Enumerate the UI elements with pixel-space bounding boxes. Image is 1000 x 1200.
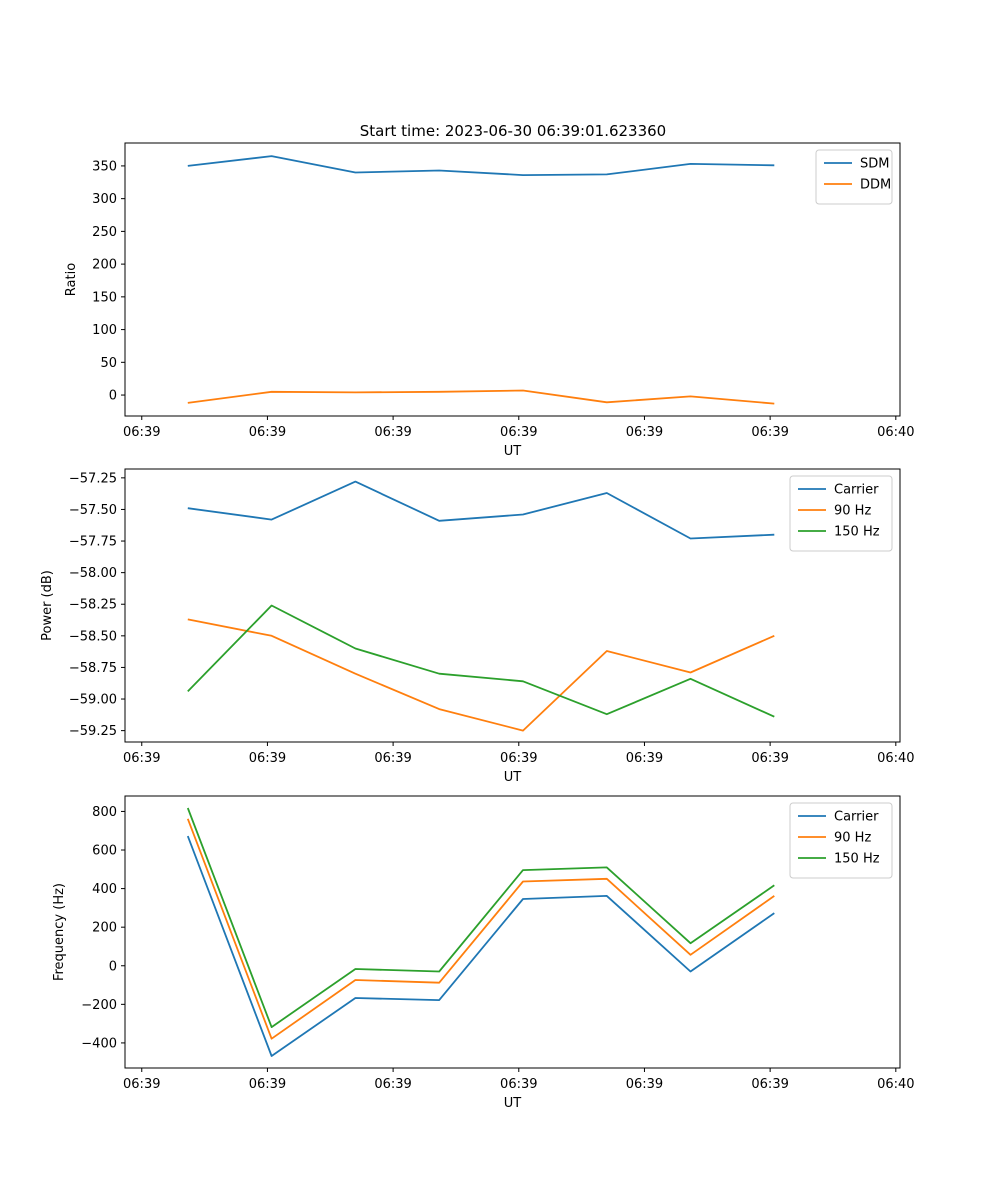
y-tick-label: −58.00: [69, 566, 117, 581]
series-line-90-hz: [187, 618, 775, 732]
x-axis-label: UT: [504, 444, 522, 459]
x-tick-label: 06:39: [123, 425, 160, 440]
legend-label: 150 Hz: [834, 852, 880, 867]
chart-title: Start time: 2023-06-30 06:39:01.623360: [360, 122, 666, 140]
y-tick-label: 200: [92, 921, 117, 936]
y-tick-label: 50: [100, 356, 117, 371]
x-tick-label: 06:39: [374, 425, 411, 440]
panel-2: 06:39 06:39 06:39 06:39 06:39 06:39 06:40 −59.2…: [40, 468, 915, 785]
y-tick-label: 0: [109, 959, 117, 974]
axes-frame: [124, 795, 901, 1069]
y-tick-label: 400: [92, 882, 117, 897]
series-line-90-hz: [186, 818, 775, 1040]
series-line-carrier: [186, 835, 775, 1057]
x-tick-label: 06:39: [374, 1077, 411, 1092]
legend-label: 150 Hz: [834, 525, 880, 540]
y-tick-label: −57.75: [69, 535, 117, 550]
x-tick-label: 06:39: [500, 751, 537, 766]
legend-label: DDM: [860, 178, 891, 193]
x-tick-label: 06:40: [877, 1077, 914, 1092]
legend-box: [789, 475, 893, 552]
x-tick-label: 06:39: [123, 1077, 160, 1092]
x-axis-label: UT: [504, 1096, 522, 1111]
x-tick-label: 06:39: [500, 1077, 537, 1092]
legend-label: 90 Hz: [834, 504, 871, 519]
y-tick-label: −400: [81, 1036, 117, 1051]
panel-3: 06:39 06:39 06:39 06:39 06:39 06:39 06:40 −400 −…: [52, 795, 915, 1111]
legend-label: Carrier: [834, 483, 879, 498]
legend-box: [789, 802, 893, 879]
legend-label: Carrier: [834, 810, 879, 825]
y-axis-label: Ratio: [64, 263, 79, 296]
x-tick-label: 06:39: [626, 1077, 663, 1092]
y-tick-label: −200: [81, 998, 117, 1013]
legend: Carrier 90 Hz 150 Hz: [789, 802, 893, 879]
y-tick-label: −57.25: [69, 471, 117, 486]
axes-frame: [124, 468, 901, 743]
y-tick-label: 350: [92, 159, 117, 174]
y-tick-label: −59.00: [69, 693, 117, 708]
legend-label: SDM: [860, 157, 889, 172]
y-tick-label: 800: [92, 805, 117, 820]
x-tick-label: 06:39: [751, 425, 788, 440]
y-tick-label: 100: [92, 323, 117, 338]
x-tick-label: 06:39: [751, 751, 788, 766]
series-line-carrier: [187, 480, 775, 540]
y-tick-label: 0: [109, 389, 117, 404]
x-tick-label: 06:39: [626, 425, 663, 440]
legend: SDM DDM: [815, 149, 893, 205]
x-tick-label: 06:39: [374, 751, 411, 766]
y-tick-label: −57.50: [69, 503, 117, 518]
y-tick-label: −58.50: [69, 629, 117, 644]
x-tick-label: 06:39: [626, 751, 663, 766]
x-tick-label: 06:39: [751, 1077, 788, 1092]
x-tick-label: 06:39: [249, 751, 286, 766]
y-tick-label: −58.25: [69, 598, 117, 613]
x-tick-label: 06:40: [877, 751, 914, 766]
legend-label: 90 Hz: [834, 831, 871, 846]
axes-frame: [124, 142, 901, 417]
x-tick-label: 06:40: [877, 425, 914, 440]
y-tick-label: 300: [92, 192, 117, 207]
x-tick-label: 06:39: [249, 1077, 286, 1092]
panel-1: 06:39 06:39 06:39 06:39 06:39 06:39 06:40 0 50 10…: [64, 142, 915, 459]
series-line-150-hz: [187, 604, 775, 718]
series-line-150-hz: [186, 807, 775, 1028]
y-axis-label: Frequency (Hz): [52, 883, 67, 981]
x-tick-label: 06:39: [500, 425, 537, 440]
series-line-ddm: [187, 389, 775, 405]
x-tick-label: 06:39: [249, 425, 286, 440]
y-tick-label: 600: [92, 844, 117, 859]
y-tick-label: 200: [92, 258, 117, 273]
x-axis-label: UT: [504, 770, 522, 785]
y-tick-label: −59.25: [69, 724, 117, 739]
legend: Carrier 90 Hz 150 Hz: [789, 475, 893, 552]
x-tick-label: 06:39: [123, 751, 160, 766]
y-tick-label: 250: [92, 225, 117, 240]
y-tick-label: −58.75: [69, 661, 117, 676]
panels: 06:39 06:39 06:39 06:39 06:39 06:39 06:40 0 50 10…: [40, 142, 915, 1111]
y-tick-label: 150: [92, 290, 117, 305]
y-axis-label: Power (dB): [40, 570, 55, 641]
series-line-sdm: [187, 155, 775, 177]
